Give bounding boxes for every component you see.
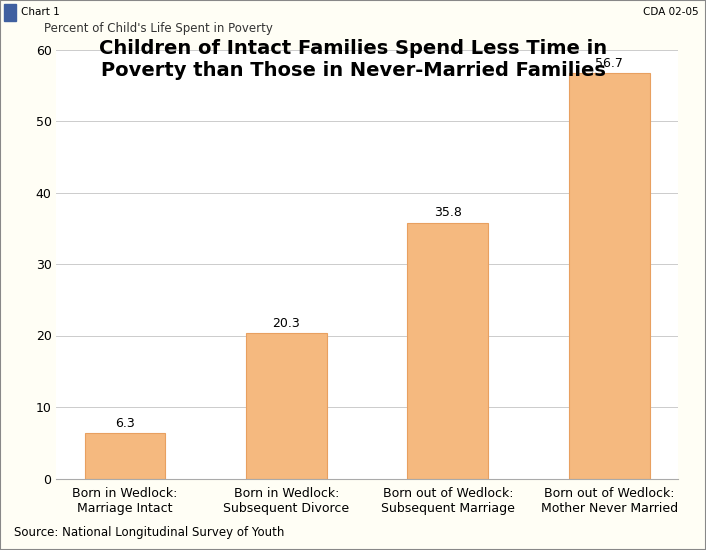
Bar xyxy=(246,333,327,478)
Text: Source: National Longitudinal Survey of Youth: Source: National Longitudinal Survey of … xyxy=(14,526,285,539)
Bar xyxy=(4,4,16,21)
Text: Children of Intact Families Spend Less Time in
Poverty than Those in Never-Marri: Children of Intact Families Spend Less T… xyxy=(99,39,607,80)
Bar xyxy=(569,73,650,478)
Text: 35.8: 35.8 xyxy=(434,206,462,219)
Bar xyxy=(407,223,488,478)
Text: Percent of Child's Life Spent in Poverty: Percent of Child's Life Spent in Poverty xyxy=(44,22,273,35)
Text: 6.3: 6.3 xyxy=(115,417,135,430)
Text: 56.7: 56.7 xyxy=(595,57,623,69)
Text: 20.3: 20.3 xyxy=(273,317,300,330)
Text: Chart 1: Chart 1 xyxy=(21,7,60,18)
Text: CDA 02-05: CDA 02-05 xyxy=(643,7,699,18)
Bar xyxy=(85,433,165,478)
